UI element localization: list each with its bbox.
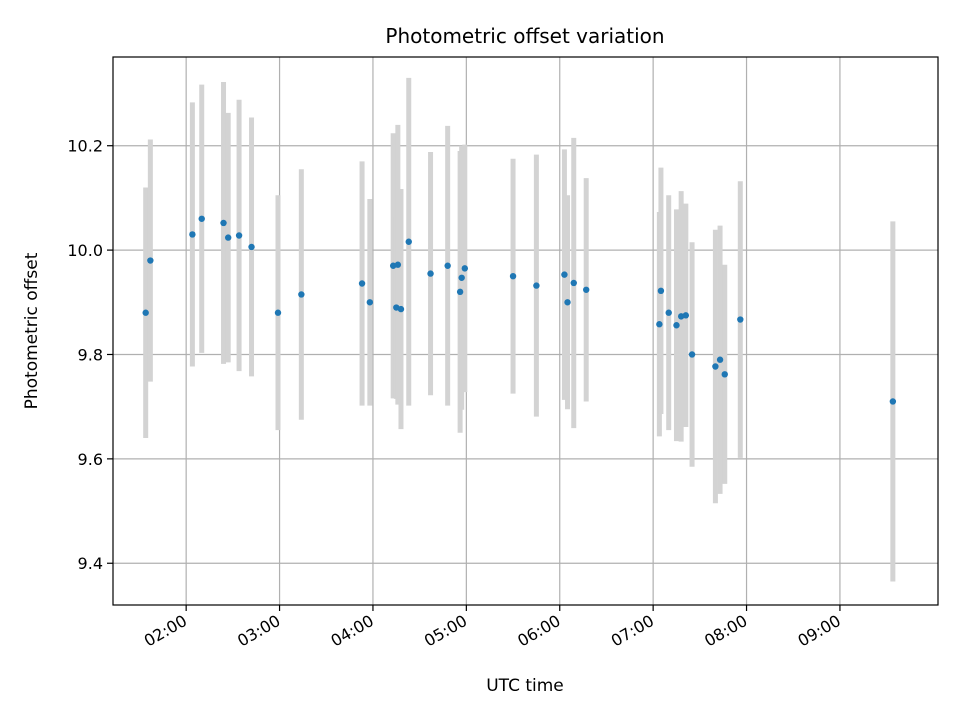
data-point <box>444 262 451 269</box>
data-point <box>235 232 243 239</box>
y-tick-label: 10.0 <box>67 241 103 260</box>
data-point <box>721 371 728 378</box>
data-point <box>688 351 696 358</box>
data-point <box>248 243 255 251</box>
y-tick-label: 9.8 <box>78 345 103 364</box>
data-point <box>682 312 690 319</box>
data-point <box>657 287 665 295</box>
data-point <box>198 215 205 222</box>
y-tick-label: 9.6 <box>78 450 103 469</box>
data-point <box>394 261 402 268</box>
data-point <box>564 299 571 306</box>
data-point <box>570 279 577 287</box>
data-point <box>220 219 227 227</box>
data-point <box>716 356 724 363</box>
data-point <box>712 363 719 370</box>
data-point <box>358 280 366 287</box>
data-point <box>366 299 374 306</box>
y-tick-label: 9.4 <box>78 554 103 573</box>
data-point <box>189 231 196 238</box>
data-point <box>673 322 680 329</box>
data-point <box>665 309 672 316</box>
data-point <box>561 271 568 278</box>
data-points <box>142 215 897 405</box>
data-point <box>737 316 744 323</box>
data-point <box>147 257 154 264</box>
data-point <box>458 274 465 281</box>
data-point <box>224 234 232 241</box>
y-axis-label: Photometric offset <box>22 252 42 409</box>
data-point <box>461 265 468 272</box>
y-tick-label: 10.2 <box>67 137 103 156</box>
data-point <box>533 282 540 289</box>
data-point <box>509 273 517 280</box>
data-point <box>274 309 282 316</box>
data-point <box>405 238 412 245</box>
data-point <box>142 309 149 316</box>
data-point <box>583 286 590 293</box>
chart-title: Photometric offset variation <box>385 24 664 48</box>
data-point <box>456 288 464 296</box>
data-point <box>298 291 305 298</box>
plot-frame <box>112 56 939 606</box>
x-axis-label: UTC time <box>486 676 564 696</box>
y-axis-ticks: 9.4 9.6 9.8 10.0 10.2 <box>67 137 113 573</box>
data-point <box>656 321 663 328</box>
data-point <box>889 398 897 405</box>
data-point <box>397 305 405 313</box>
data-point <box>427 270 434 277</box>
